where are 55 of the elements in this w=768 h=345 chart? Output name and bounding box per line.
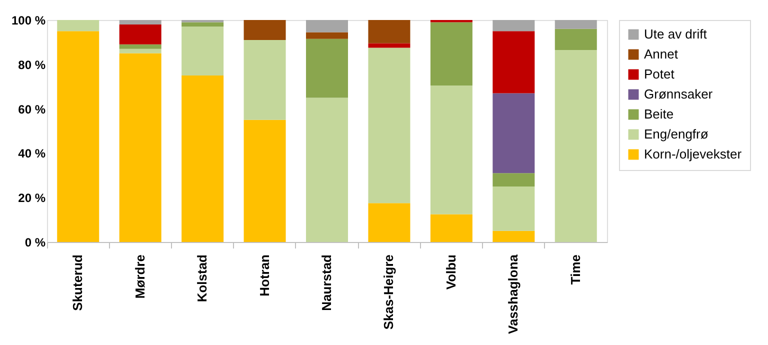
bar	[554, 20, 597, 29]
x-tick-label: Time	[568, 254, 583, 285]
bar	[119, 48, 162, 54]
legend-label: Eng/engfrø	[644, 126, 708, 142]
bar	[182, 26, 224, 76]
bar	[554, 50, 597, 242]
x-tick-label: Hotran	[256, 254, 272, 296]
bar	[430, 22, 472, 86]
bar	[244, 20, 286, 40]
y-tick-label: 100 %	[11, 14, 46, 28]
x-tick-label: Volbu	[443, 254, 458, 290]
bar	[306, 38, 348, 98]
bar	[554, 28, 597, 50]
bar	[492, 20, 535, 32]
bar	[306, 32, 348, 39]
y-tick-label: 20 %	[18, 191, 46, 206]
bar	[119, 20, 162, 24]
bar	[57, 20, 100, 32]
legend-label: Potet	[644, 66, 675, 82]
legend-label: Ute av drift	[644, 26, 708, 42]
bar	[492, 186, 535, 231]
x-tick-label: Skuterud	[70, 254, 86, 311]
bar	[430, 214, 472, 242]
bar	[119, 24, 162, 44]
legend-label: Grønnsaker	[644, 86, 714, 102]
legend-label: Beite	[644, 106, 674, 122]
y-tick-label: 80 %	[18, 58, 46, 72]
x-tick-label: Kolstad	[194, 254, 210, 302]
x-tick-label: Naurstad	[319, 254, 334, 311]
bar	[430, 85, 472, 214]
bar	[182, 76, 224, 242]
legend-label: Annet	[644, 46, 678, 62]
bar	[244, 120, 286, 242]
bar	[119, 44, 162, 49]
bar	[119, 53, 162, 242]
bar	[368, 20, 410, 44]
y-tick-label: 60 %	[18, 102, 46, 116]
bar	[368, 203, 410, 242]
bar	[306, 98, 348, 242]
y-tick-label: 0 %	[24, 236, 46, 250]
y-tick-label: 40 %	[18, 146, 46, 161]
bar	[306, 20, 348, 32]
bar	[57, 31, 100, 242]
x-tick-label: Vasshaglona	[506, 254, 521, 334]
bar	[492, 31, 535, 94]
bar	[368, 48, 410, 204]
x-tick-label: Skas-Heigre	[381, 254, 396, 330]
bar	[182, 22, 224, 27]
bar	[492, 173, 535, 186]
legend-label: Korn-/oljevekster	[644, 146, 742, 162]
bar	[492, 93, 535, 174]
bar	[244, 40, 286, 120]
x-tick-label: Mørdre	[132, 254, 148, 299]
bar	[492, 230, 535, 242]
bar	[368, 43, 410, 48]
